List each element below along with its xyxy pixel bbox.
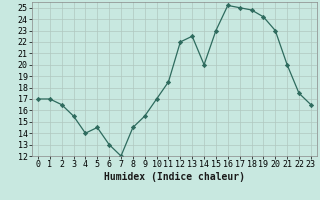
X-axis label: Humidex (Indice chaleur): Humidex (Indice chaleur): [104, 172, 245, 182]
